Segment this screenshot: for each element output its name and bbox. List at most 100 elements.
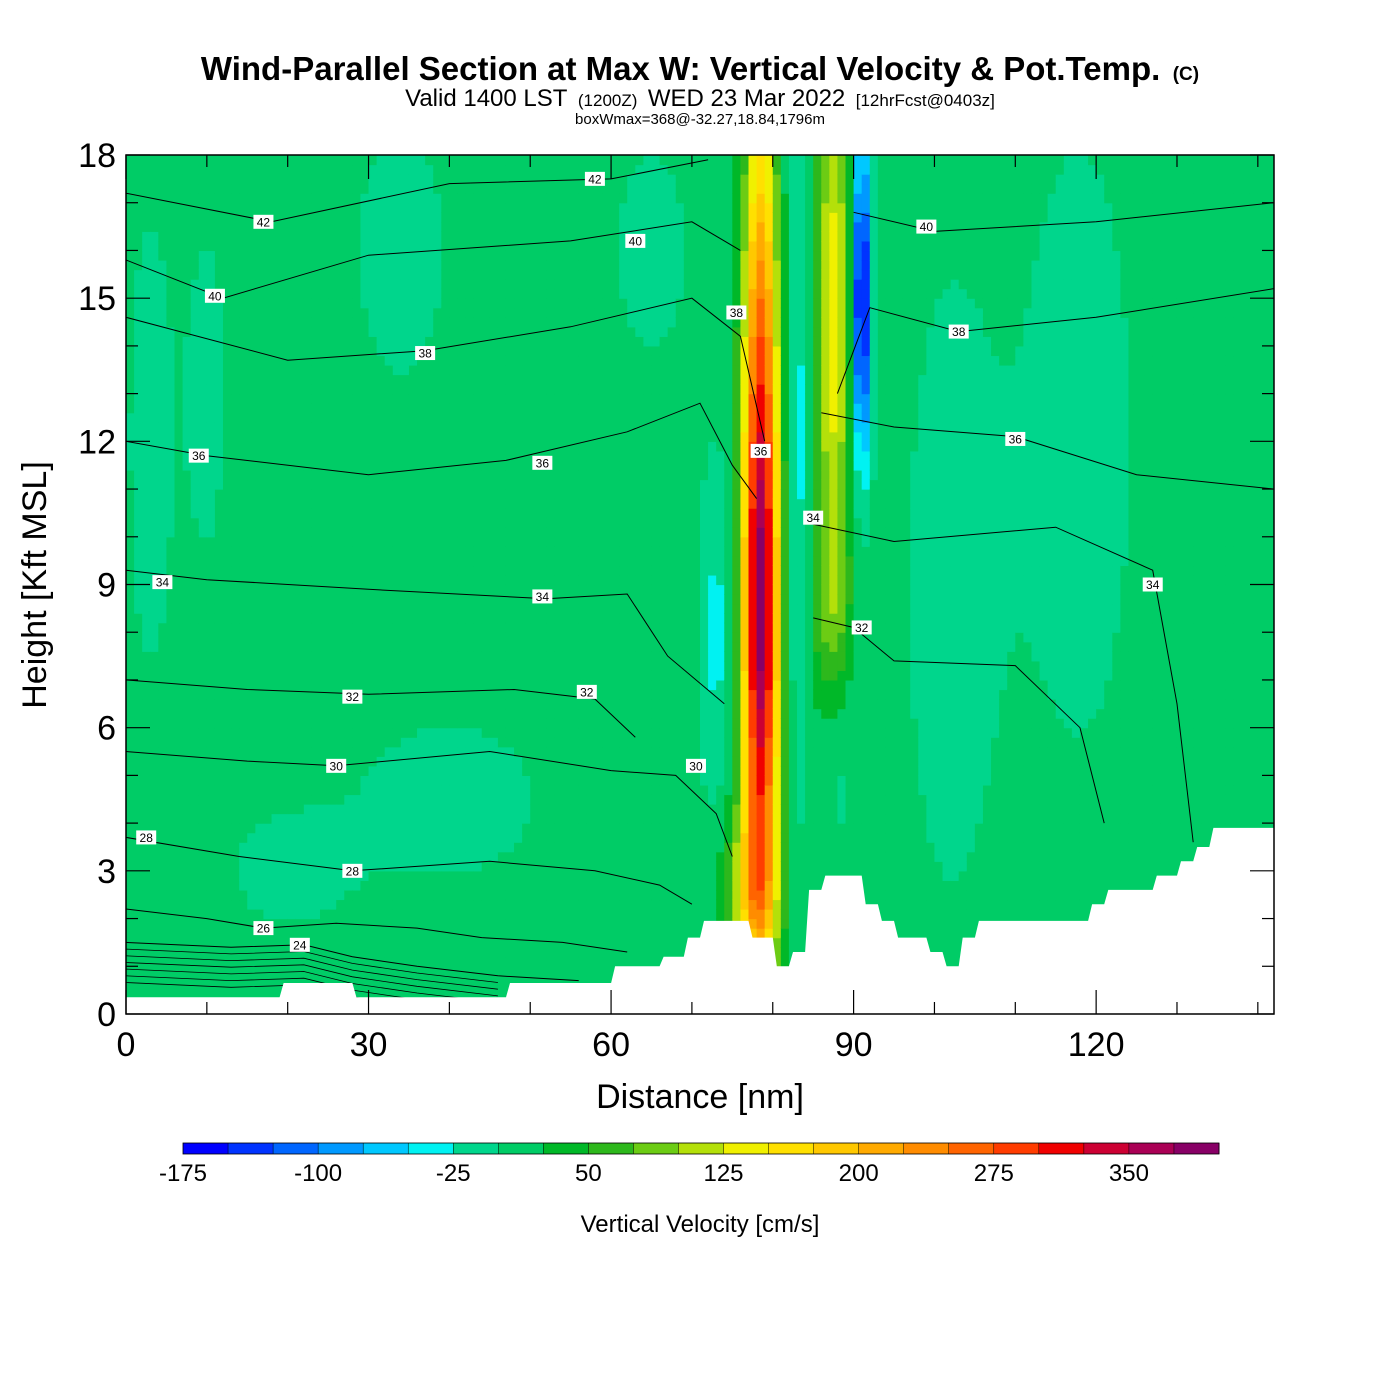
velocity-cell <box>279 632 289 643</box>
velocity-cell <box>166 775 176 786</box>
velocity-cell <box>150 870 159 881</box>
velocity-cell <box>279 794 289 805</box>
velocity-cell <box>263 565 273 576</box>
velocity-cell <box>384 240 394 252</box>
velocity-cell <box>239 622 248 633</box>
velocity-cell <box>360 909 370 920</box>
velocity-cell <box>166 746 176 757</box>
velocity-cell <box>384 450 394 462</box>
velocity-cell <box>231 985 240 996</box>
velocity-cell <box>150 651 159 662</box>
velocity-cell <box>562 364 572 376</box>
velocity-cell <box>360 775 370 786</box>
velocity-cell <box>562 422 572 433</box>
velocity-cell <box>449 240 459 252</box>
velocity-cell <box>481 431 491 442</box>
velocity-cell <box>271 221 281 232</box>
velocity-cell <box>271 861 281 872</box>
velocity-cell <box>522 889 531 901</box>
velocity-cell <box>417 489 426 500</box>
velocity-cell <box>522 861 531 872</box>
velocity-cell <box>562 689 572 700</box>
velocity-cell <box>408 403 418 414</box>
velocity-cell <box>166 202 176 213</box>
velocity-cell <box>465 193 475 204</box>
velocity-cell <box>328 565 337 576</box>
velocity-cell <box>481 956 491 967</box>
velocity-cell <box>239 832 248 843</box>
velocity-cell <box>562 622 572 633</box>
velocity-cell <box>554 727 564 738</box>
velocity-cell <box>433 804 442 815</box>
velocity-cell <box>360 288 370 299</box>
velocity-cell <box>514 670 523 681</box>
velocity-cell <box>247 823 256 834</box>
velocity-cell <box>562 202 572 213</box>
velocity-cell <box>465 727 475 738</box>
velocity-cell <box>223 832 232 843</box>
velocity-cell <box>311 164 321 175</box>
velocity-cell <box>489 326 499 337</box>
velocity-cell <box>376 851 386 862</box>
velocity-cell <box>376 279 386 290</box>
velocity-cell <box>441 174 450 185</box>
velocity-cell <box>263 679 273 691</box>
velocity-cell <box>368 660 378 671</box>
velocity-cell <box>295 947 305 958</box>
velocity-cell <box>417 555 426 567</box>
velocity-cell <box>328 823 337 834</box>
velocity-cell <box>328 861 337 872</box>
velocity-cell <box>384 727 394 738</box>
velocity-cell <box>417 384 426 395</box>
velocity-cell <box>190 956 200 967</box>
velocity-cell <box>320 660 329 671</box>
velocity-cell <box>425 870 434 881</box>
velocity-cell <box>166 193 176 204</box>
velocity-cell <box>368 317 378 328</box>
velocity-cell <box>142 679 151 691</box>
velocity-cell <box>514 708 523 719</box>
velocity-cell <box>352 565 362 576</box>
velocity-cell <box>190 155 200 166</box>
velocity-cell <box>190 975 200 986</box>
velocity-cell <box>538 174 547 185</box>
velocity-cell <box>231 221 240 232</box>
velocity-cell <box>481 250 491 261</box>
velocity-cell <box>214 298 224 309</box>
velocity-cell <box>449 155 459 166</box>
velocity-cell <box>206 689 216 700</box>
velocity-cell <box>449 393 459 404</box>
velocity-cell <box>481 326 491 337</box>
velocity-cell <box>417 298 426 309</box>
velocity-cell <box>530 355 539 366</box>
velocity-cell <box>279 489 289 500</box>
velocity-cell <box>352 259 362 271</box>
velocity-cell <box>554 536 564 547</box>
velocity-cell <box>336 660 345 671</box>
velocity-cell <box>433 403 442 414</box>
velocity-cell <box>295 384 305 395</box>
velocity-cell <box>465 718 475 729</box>
velocity-cell <box>214 441 224 452</box>
velocity-cell <box>538 202 547 213</box>
velocity-cell <box>417 479 426 490</box>
velocity-cell <box>198 928 208 939</box>
velocity-cell <box>255 412 265 423</box>
velocity-cell <box>223 450 232 462</box>
velocity-cell <box>376 899 386 910</box>
velocity-cell <box>408 613 418 624</box>
velocity-cell <box>134 765 143 776</box>
velocity-cell <box>247 422 256 433</box>
velocity-cell <box>465 517 475 528</box>
velocity-cell <box>206 259 216 271</box>
velocity-cell <box>263 355 273 366</box>
velocity-cell <box>336 718 345 729</box>
velocity-cell <box>360 508 370 519</box>
velocity-cell <box>546 794 556 805</box>
velocity-cell <box>360 536 370 547</box>
velocity-cell <box>497 355 507 366</box>
velocity-cell <box>247 679 256 691</box>
velocity-cell <box>134 651 143 662</box>
velocity-cell <box>174 756 184 767</box>
velocity-cell <box>166 298 176 309</box>
